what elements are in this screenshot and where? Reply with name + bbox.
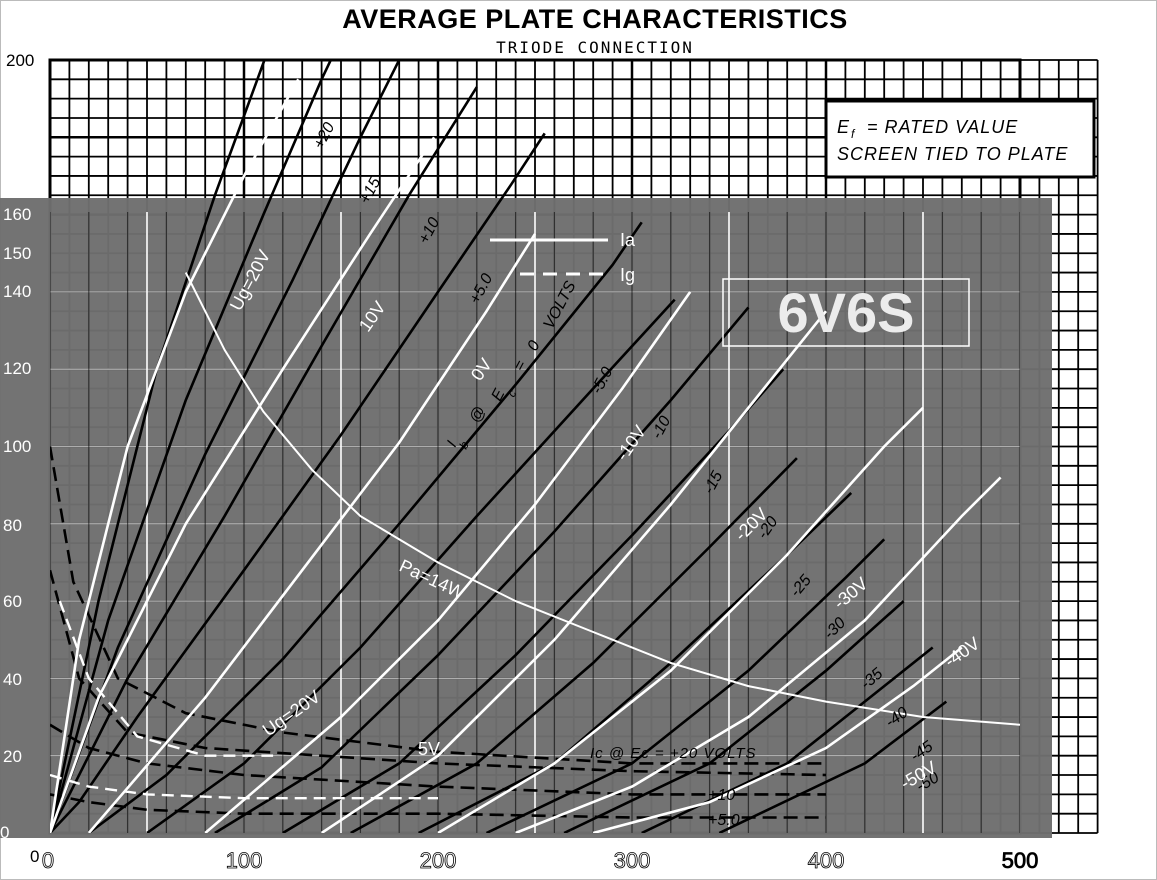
overlay-black-grid [50,212,1020,833]
y-tick-label: 0 [0,823,9,842]
chart-title: AVERAGE PLATE CHARACTERISTICS [342,4,848,34]
black-plate-curve [350,457,798,833]
y-tick-label: 160 [3,205,31,224]
curve-label: +20 [311,120,339,152]
black-plate-curve [563,600,905,833]
y-tick-label: 120 [3,359,31,378]
plate-dissipation-curve [184,272,1021,726]
overlay-label: 6V6S [778,281,915,344]
legend-ia-label: Ia [620,230,636,250]
y-tick-label: 100 [3,437,31,456]
x-tick-label: 500 [1002,848,1039,873]
black-plate-curve [50,60,333,833]
x-tick-label: 200 [420,848,457,873]
black-plate-curve [50,86,478,833]
curve-label: 5V [418,739,440,759]
y-tick-label: 40 [3,670,22,689]
white-plate-curve [515,476,1002,833]
notes-line: = RATED VALUE [867,117,1018,137]
y-tick-label: 60 [3,592,22,611]
white-grid-current-curve [58,600,274,757]
curve-label: +5.0 [708,812,740,829]
legend-ig-label: Ig [620,265,635,285]
white-plate-curve [437,406,924,833]
black-grid-current-curve [50,446,826,765]
y-tick-label: 80 [3,516,22,535]
black-plate-curve [641,646,934,833]
x-tick-label: 100 [226,848,263,873]
y-tick-label: 20 [3,747,22,766]
chart-subtitle: TRIODE CONNECTION [496,38,694,57]
black-plate-curve [88,221,643,833]
white-plate-curves [50,78,1002,833]
y-tick-label: 150 [3,244,31,263]
curve-label: c [504,388,519,400]
notes-box [824,99,1096,179]
x-tick-label: 300 [614,848,651,873]
y-tick-label: 200 [6,51,34,70]
black-plate-curve [146,298,676,833]
x-tick-label: 0 [42,848,54,873]
curve-label: +10 [708,787,735,804]
overlay-label-box [722,278,970,347]
black-plate-curve [50,60,266,833]
curve-label: @ [467,404,490,426]
black-plate-curve [50,60,401,833]
notes-line: f [851,127,856,141]
black-grid-current-curve [50,569,827,777]
black-plate-curve [718,700,948,833]
black-grid-current-curve [50,723,826,796]
notes-line: E [837,117,850,137]
curve-label: Ic @ Ec = +20 VOLTS [590,745,757,762]
notes-line: SCREEN TIED TO PLATE [837,144,1068,164]
black-grid-current-curves [50,446,827,819]
white-grid-current-curve [50,773,438,800]
black-plate-curve [485,538,886,833]
white-plate-curve [592,646,963,833]
white-plate-curve [204,291,692,833]
x-tick-label: 400 [808,848,845,873]
white-grid-current-curves [50,600,438,800]
black-grid-current-curve [50,793,826,819]
y-tick-label: 0 [30,847,39,866]
black-plate-curve [50,132,546,833]
curve-label: I [444,438,461,450]
white-plate-curve [50,78,300,833]
white-plate-curve [50,136,436,833]
y-tick-label: 140 [3,282,31,301]
white-plate-curve [320,310,828,833]
